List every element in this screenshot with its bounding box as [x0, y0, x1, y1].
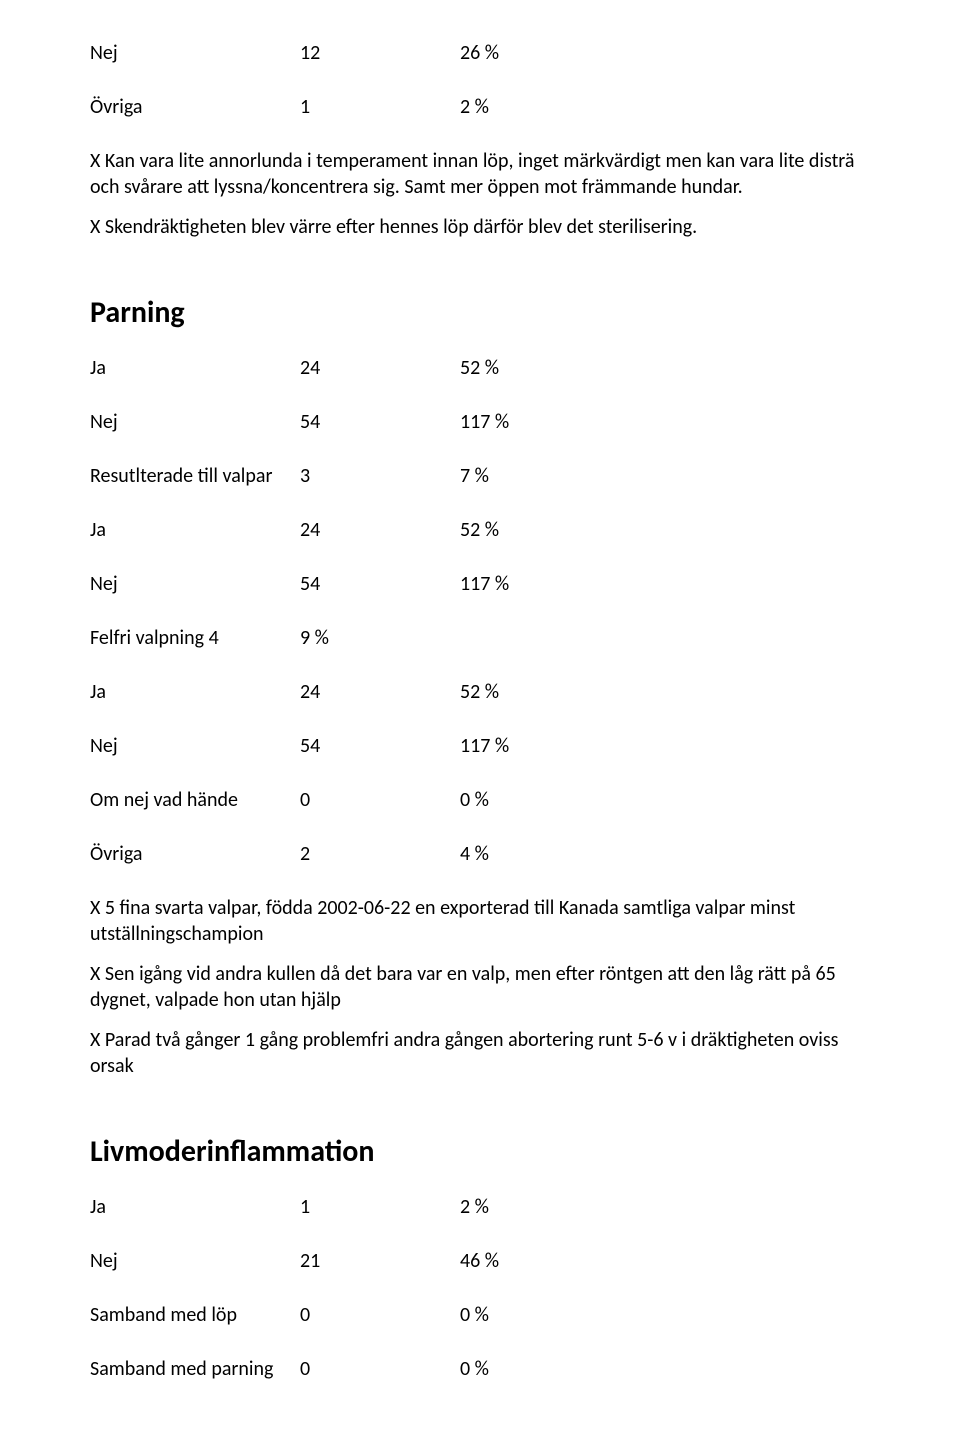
row-label: Ja [90, 355, 300, 381]
row-label: Samband med löp [90, 1302, 300, 1328]
row-label: Ja [90, 679, 300, 705]
row-value: 2 [300, 841, 460, 867]
row-value: 0 [300, 1302, 460, 1328]
note-paragraph: X Kan vara lite annorlunda i temperament… [90, 148, 870, 200]
row-label: Nej [90, 40, 300, 66]
note-paragraph: X Sen igång vid andra kullen då det bara… [90, 961, 870, 1013]
row-value: 24 [300, 355, 460, 381]
table-row: Resutlterade till valpar 3 7 % [90, 463, 870, 489]
row-percent: 46 % [460, 1248, 580, 1274]
table-row: Nej 54 117 % [90, 733, 870, 759]
note-paragraph: X Parad två gånger 1 gång problemfri and… [90, 1027, 870, 1079]
row-percent: 52 % [460, 355, 580, 381]
row-label: Ja [90, 1194, 300, 1220]
row-percent: 4 % [460, 841, 580, 867]
row-value: 24 [300, 517, 460, 543]
table-row: Nej 12 26 % [90, 40, 870, 66]
row-value: 0 [300, 1356, 460, 1382]
row-percent: 117 % [460, 733, 580, 759]
table-row: Samband med löp 0 0 % [90, 1302, 870, 1328]
row-percent: 2 % [460, 94, 580, 120]
row-percent: 0 % [460, 787, 580, 813]
row-percent: 52 % [460, 517, 580, 543]
row-label: Övriga [90, 841, 300, 867]
row-percent [460, 625, 580, 651]
table-row: Ja 24 52 % [90, 517, 870, 543]
section-heading-parning: Parning [90, 294, 870, 331]
row-percent: 117 % [460, 571, 580, 597]
row-value: 3 [300, 463, 460, 489]
table-row: Övriga 1 2 % [90, 94, 870, 120]
note-paragraph: X Skendräktigheten blev värre efter henn… [90, 214, 870, 240]
row-percent: 117 % [460, 409, 580, 435]
row-label: Ja [90, 517, 300, 543]
row-value: 54 [300, 409, 460, 435]
row-value: 1 [300, 94, 460, 120]
table-row: Samband med parning 0 0 % [90, 1356, 870, 1382]
row-percent: 26 % [460, 40, 580, 66]
table-row: Nej 21 46 % [90, 1248, 870, 1274]
table-row: Ja 24 52 % [90, 679, 870, 705]
row-value: 24 [300, 679, 460, 705]
row-percent: 7 % [460, 463, 580, 489]
table-row: Övriga 2 4 % [90, 841, 870, 867]
row-label: Nej [90, 571, 300, 597]
table-row: Felfri valpning 4 9 % [90, 625, 870, 651]
row-percent: 52 % [460, 679, 580, 705]
table-row: Om nej vad hände 0 0 % [90, 787, 870, 813]
row-value: 0 [300, 787, 460, 813]
section-heading-livmoder: Livmoderinflammation [90, 1133, 870, 1170]
row-label: Övriga [90, 94, 300, 120]
note-paragraph: X 5 fina svarta valpar, födda 2002-06-22… [90, 895, 870, 947]
row-label: Nej [90, 1248, 300, 1274]
row-percent: 2 % [460, 1194, 580, 1220]
table-row: Nej 54 117 % [90, 571, 870, 597]
row-label: Resutlterade till valpar [90, 463, 300, 489]
row-percent: 0 % [460, 1356, 580, 1382]
row-label: Om nej vad hände [90, 787, 300, 813]
row-percent: 0 % [460, 1302, 580, 1328]
row-value: 12 [300, 40, 460, 66]
row-value: 54 [300, 733, 460, 759]
row-value: 54 [300, 571, 460, 597]
row-value: 1 [300, 1194, 460, 1220]
row-value: 9 % [300, 625, 460, 651]
table-row: Nej 54 117 % [90, 409, 870, 435]
table-row: Ja 1 2 % [90, 1194, 870, 1220]
row-label: Nej [90, 733, 300, 759]
row-label: Felfri valpning 4 [90, 625, 300, 651]
row-label: Nej [90, 409, 300, 435]
row-value: 21 [300, 1248, 460, 1274]
row-label: Samband med parning [90, 1356, 300, 1382]
table-row: Ja 24 52 % [90, 355, 870, 381]
